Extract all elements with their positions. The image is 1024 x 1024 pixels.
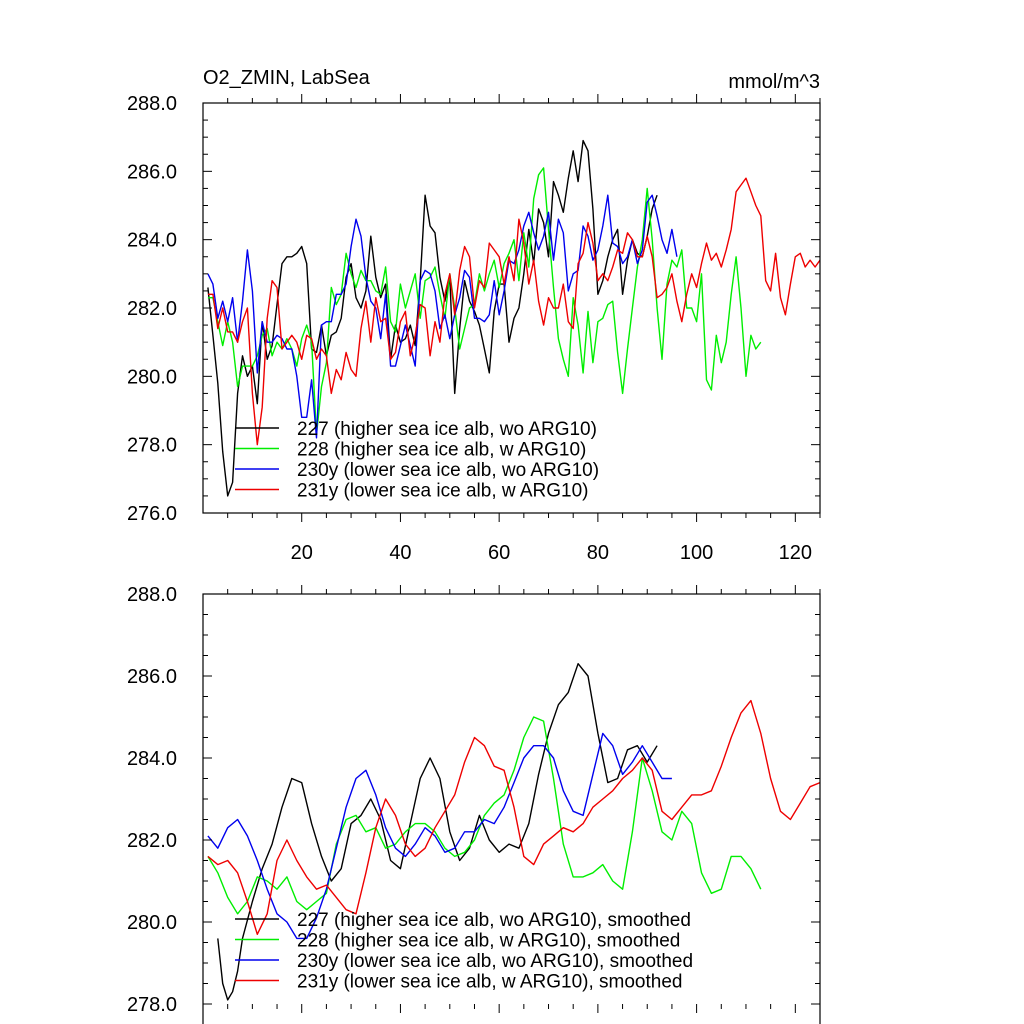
series-line-bottom-231y (207, 699, 821, 935)
top-panel: 276.0 278.0 280.0 282.0 284.0 286.0 288.0 20 40 6… (127, 93, 821, 564)
y-tick-label: 286.0 (127, 666, 177, 688)
bottom-lines (207, 663, 821, 1001)
bottom-ticks: 278.0 280.0 282.0 284.0 286.0 288.0 (127, 584, 821, 1016)
x-tick-label: 120 (779, 542, 812, 564)
x-tick-label: 100 (680, 542, 713, 564)
x-tick-label: 40 (389, 542, 411, 564)
legend-label-230y: 230y (lower sea ice alb, wo ARG10) (297, 460, 599, 481)
units-label: mmol/m^3 (728, 71, 820, 93)
series-line-bottom-227 (217, 663, 658, 1001)
series-line-top-227 (207, 139, 658, 497)
y-tick-label: 286.0 (127, 161, 177, 183)
top-legend: 227 (higher sea ice alb, wo ARG10)228 (h… (235, 419, 599, 502)
y-tick-label: 288.0 (127, 584, 177, 606)
y-tick-label: 278.0 (127, 994, 177, 1016)
legend-label-231y: 231y (lower sea ice alb, w ARG10) (297, 481, 588, 502)
y-tick-label: 284.0 (127, 230, 177, 252)
y-tick-label: 288.0 (127, 93, 177, 115)
legend-label-227: 227 (higher sea ice alb, wo ARG10) (297, 419, 597, 440)
y-tick-label: 282.0 (127, 830, 177, 852)
y-tick-label: 280.0 (127, 366, 177, 388)
top-lines (207, 139, 821, 497)
top-ticks: 276.0 278.0 280.0 282.0 284.0 286.0 288.0 20 40 6… (127, 93, 821, 564)
legend-label-228: 228 (higher sea ice alb, w ARG10) (297, 440, 586, 461)
y-tick-label: 276.0 (127, 503, 177, 525)
bottom-panel: 278.0 280.0 282.0 284.0 286.0 288.0 227 (high… (127, 584, 821, 1024)
y-tick-label: 278.0 (127, 435, 177, 457)
y-tick-label: 284.0 (127, 748, 177, 770)
y-tick-label: 280.0 (127, 912, 177, 934)
series-line-bottom-228 (207, 716, 762, 915)
chart-title: O2_ZMIN, LabSea (203, 67, 371, 89)
x-tick-label: 60 (488, 542, 510, 564)
legend-label-227: 227 (higher sea ice alb, wo ARG10), smoo… (297, 910, 691, 931)
series-line-top-228 (207, 167, 762, 436)
x-tick-label: 80 (587, 542, 609, 564)
legend-label-230y: 230y (lower sea ice alb, wo ARG10), smoo… (297, 951, 693, 972)
legend-label-231y: 231y (lower sea ice alb, w ARG10), smoot… (297, 972, 682, 993)
bottom-legend: 227 (higher sea ice alb, wo ARG10), smoo… (235, 910, 693, 993)
x-tick-label: 20 (291, 542, 313, 564)
legend-label-228: 228 (higher sea ice alb, w ARG10), smoot… (297, 931, 680, 952)
series-line-top-231y (207, 177, 821, 446)
y-tick-label: 282.0 (127, 298, 177, 320)
series-line-bottom-230y (207, 732, 672, 940)
